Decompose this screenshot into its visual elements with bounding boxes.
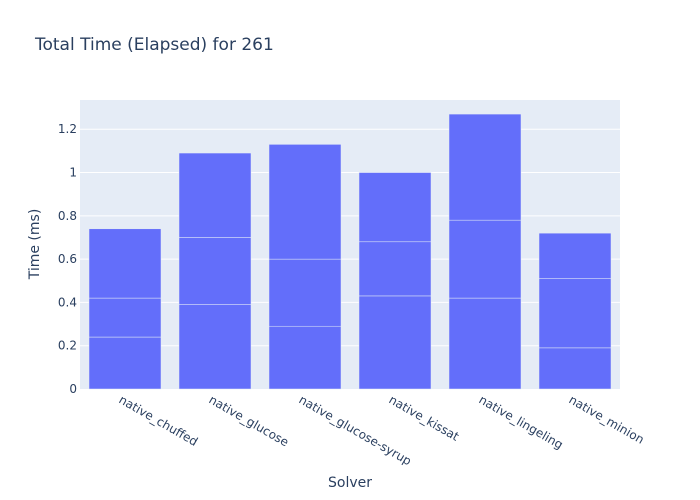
bar-segment-native_kissat-1[interactable]: [358, 241, 432, 297]
bar-segment-native_chuffed-1[interactable]: [88, 297, 162, 338]
y-axis-title: Time (ms): [27, 209, 43, 281]
x-tick-label-native_glucose: native_glucose: [207, 392, 292, 449]
bar-segment-native_lingeling-1[interactable]: [448, 219, 522, 299]
x-tick-label-native_minion: native_minion: [567, 392, 647, 446]
y-tick-label: 0.2: [58, 339, 77, 353]
y-tick-label: 0.4: [58, 295, 77, 309]
x-tick-label-native_kissat: native_kissat: [387, 392, 462, 443]
bar-segment-native_minion-0[interactable]: [538, 347, 612, 390]
plot-area: [80, 100, 620, 389]
y-tick-label: 0.8: [58, 209, 77, 223]
x-tick-label-native_lingeling: native_lingeling: [477, 392, 566, 451]
y-tick-label: 0: [69, 382, 77, 396]
bar-segment-native_glucose-2[interactable]: [178, 152, 252, 238]
gridlines: [80, 128, 620, 347]
x-tick-label-native_chuffed: native_chuffed: [117, 392, 201, 448]
bar-segment-native_minion-1[interactable]: [538, 278, 612, 349]
bar-segment-native_glucose-0[interactable]: [178, 304, 252, 390]
bar-segment-native_glucose-syrup-0[interactable]: [268, 325, 342, 390]
bar-segment-native_lingeling-2[interactable]: [448, 113, 522, 221]
bar-segment-native_kissat-0[interactable]: [358, 295, 432, 390]
y-tick-label: 1: [69, 166, 77, 180]
x-axis-ticks: native_chuffed native_glucose native_gluco…: [117, 392, 647, 468]
x-axis-title: Solver: [328, 475, 372, 491]
chart-title: Total Time (Elapsed) for 261: [34, 35, 274, 55]
bar-segment-native_glucose-syrup-2[interactable]: [268, 144, 342, 260]
bar-segment-native_minion-2[interactable]: [538, 232, 612, 279]
bar-segment-native_glucose-syrup-1[interactable]: [268, 258, 342, 327]
bar-segment-native_glucose-1[interactable]: [178, 237, 252, 305]
y-tick-label: 0.6: [58, 252, 77, 266]
bar-segment-native_chuffed-2[interactable]: [88, 228, 162, 299]
bars-group: [88, 113, 612, 390]
bar-segment-native_lingeling-0[interactable]: [448, 297, 522, 390]
y-tick-label: 1.2: [58, 122, 77, 136]
y-axis-ticks: 0 0.2 0.4 0.6 0.8 1 1.2: [58, 122, 77, 396]
bar-segment-native_chuffed-0[interactable]: [88, 336, 162, 390]
bar-segment-native_kissat-2[interactable]: [358, 172, 432, 243]
